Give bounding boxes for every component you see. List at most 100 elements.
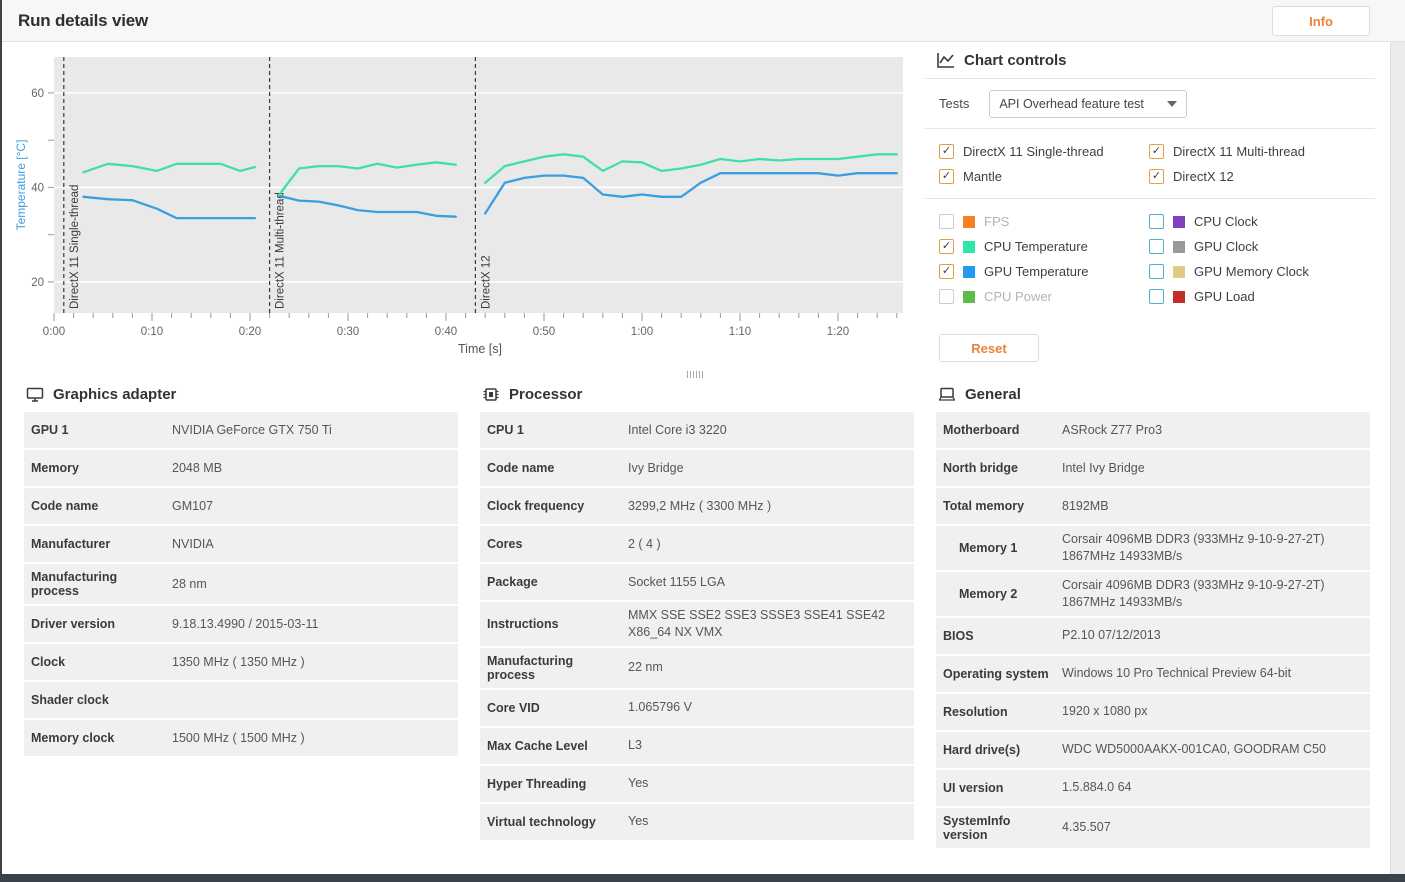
series-line-cpu-temperature [278,161,457,196]
temperature-time-chart: 20 40 60 0:00 0:10 0:20 0:30 0:40 0:50 1:00 1:10 1:… [0,42,920,374]
tests-dropdown[interactable]: API Overhead feature test [989,89,1188,118]
monitor-icon [26,387,44,402]
info-button[interactable]: Info [1272,6,1370,36]
row-value: 8192MB [1062,498,1109,513]
table-row: Motherboard ASRock Z77 Pro3 [936,412,1370,448]
row-label: Memory 2 [959,586,1018,601]
row-label: Max Cache Level [487,738,588,753]
row-value: Intel Ivy Bridge [1062,460,1145,475]
section-label: DirectX 12 [480,255,492,309]
table-row: Hyper Threading Yes [480,765,914,802]
series-line-gpu-temperature [484,172,898,215]
row-value: Corsair 4096MB DDR3 (933MHz 9-10-9-27-2T… [1062,532,1325,563]
row-label: Shader clock [31,693,109,707]
panel-header-processor: Processor [480,382,914,412]
series-line-gpu-temperature [82,195,257,220]
test-checkbox-column-right: ✓ DirectX 11 Multi-thread ✓ DirectX 12 [1149,144,1363,184]
checkbox-item-fps: FPS [939,214,1149,229]
checkbox-label: DirectX 11 Multi-thread [1173,144,1305,159]
checkbox[interactable]: ✓ [939,169,954,184]
row-label: Memory 1 [959,540,1018,555]
row-label: Driver version [31,617,116,631]
checkbox[interactable] [1149,264,1164,279]
checkbox[interactable]: ✓ [1149,169,1164,184]
row-label: Core VID [487,700,540,715]
table-row: Code name Ivy Bridge [480,450,914,486]
row-value: 22 nm [628,660,663,675]
row-label: UI version [943,780,1004,795]
checkbox[interactable] [1149,239,1164,254]
row-value: 1920 x 1080 px [1062,704,1148,719]
table-row: Memory 2 Corsair 4096MB DDR3 (933MHz 9-10… [936,571,1370,616]
row-label: CPU 1 [487,423,524,437]
checkbox-label: DirectX 12 [1173,169,1234,184]
laptop-icon [938,387,956,402]
table-row: Manufacturing process 28 nm [24,564,458,604]
table-row: Operating system Windows 10 Pro Technical… [936,655,1370,692]
row-label: Hyper Threading [487,776,587,791]
x-tick-label: 0:50 [533,326,555,338]
row-label: Code name [31,499,99,513]
panel-title: Processor [509,386,583,403]
section-label: DirectX 11 Single-thread [69,185,81,309]
row-value: 2 ( 4 ) [628,536,661,551]
x-tick-label: 0:00 [43,326,65,338]
table-row: Virtual technology Yes [480,803,914,840]
tests-label: Tests [939,96,970,111]
row-label: Motherboard [943,423,1020,437]
series-checkbox-column-right: CPU Clock GPU Clock GPU Memory Clock GPU Lo… [1149,214,1363,304]
scrollbar[interactable] [1390,42,1405,874]
checkbox[interactable]: ✓ [939,264,954,279]
checkbox[interactable]: ✓ [939,144,954,159]
chevron-down-icon [1167,100,1178,107]
row-label: Memory clock [31,731,115,745]
checkbox-label: CPU Power [984,289,1052,304]
row-value: 9.18.13.4990 / 2015-03-11 [172,616,319,631]
panel-rows: GPU 1 NVIDIA GeForce GTX 750 Ti Memory 2048… [24,412,458,756]
x-tick-label: 0:30 [337,326,359,338]
x-tick-label: 1:20 [827,326,849,338]
row-label: Memory [31,461,79,475]
row-value: GM107 [172,498,213,513]
checkbox[interactable]: ✓ [939,239,954,254]
checkbox-label: FPS [984,214,1010,229]
plot-area [54,57,903,313]
row-label: BIOS [943,628,974,643]
row-label: Package [487,575,538,589]
checkbox-item-gpu-load: GPU Load [1149,289,1363,304]
panel-resize-handle[interactable] [0,369,1390,379]
table-row: Code name GM107 [24,488,458,524]
row-label: Clock [31,655,66,669]
checkbox[interactable] [1149,289,1164,304]
table-row: Hard drive(s) WDC WD5000AAKX-001CA0, GOOD… [936,731,1370,768]
checkbox-label: GPU Temperature [984,264,1089,279]
tests-row: Tests API Overhead feature test [925,79,1375,129]
checkbox-label: DirectX 11 Single-thread [963,144,1104,159]
chip-icon [482,387,500,402]
x-axis-title: Time [s] [458,342,502,356]
panel-rows: CPU 1 Intel Core i3 3220 Code name Ivy Brid… [480,412,914,840]
row-label: Virtual technology [487,814,596,829]
checkbox[interactable] [939,289,954,304]
series-color-swatch [1173,215,1185,228]
series-color-swatch [963,240,975,253]
checkbox-item-cpu-temperature: ✓ CPU Temperature [939,239,1149,254]
test-checkbox-group: ✓ DirectX 11 Single-thread ✓ Mantle ✓ DirectX… [925,129,1375,199]
x-tick-label: 0:10 [141,326,163,338]
row-value: WDC WD5000AAKX-001CA0, GOODRAM C50 [1062,742,1326,757]
table-row: Manufacturing process 22 nm [480,647,914,688]
table-row: Instructions MMX SSE SSE2 SSE3 SSSE3 SSE4… [480,602,914,646]
row-label: Instructions [487,616,559,631]
table-row: Memory clock 1500 MHz ( 1500 MHz ) [24,720,458,756]
table-row: Clock frequency 3299,2 MHz ( 3300 MHz ) [480,488,914,524]
reset-button[interactable]: Reset [939,334,1039,362]
panel-rows: Motherboard ASRock Z77 Pro3 North bridge In… [936,412,1370,848]
x-tick-label: 0:20 [239,326,261,338]
checkbox[interactable] [939,214,954,229]
series-line-cpu-temperature [82,162,257,174]
checkbox[interactable]: ✓ [1149,144,1164,159]
row-label: GPU 1 [31,423,69,437]
series-color-swatch [963,265,975,278]
checkbox[interactable] [1149,214,1164,229]
row-value: 1500 MHz ( 1500 MHz ) [172,730,305,745]
